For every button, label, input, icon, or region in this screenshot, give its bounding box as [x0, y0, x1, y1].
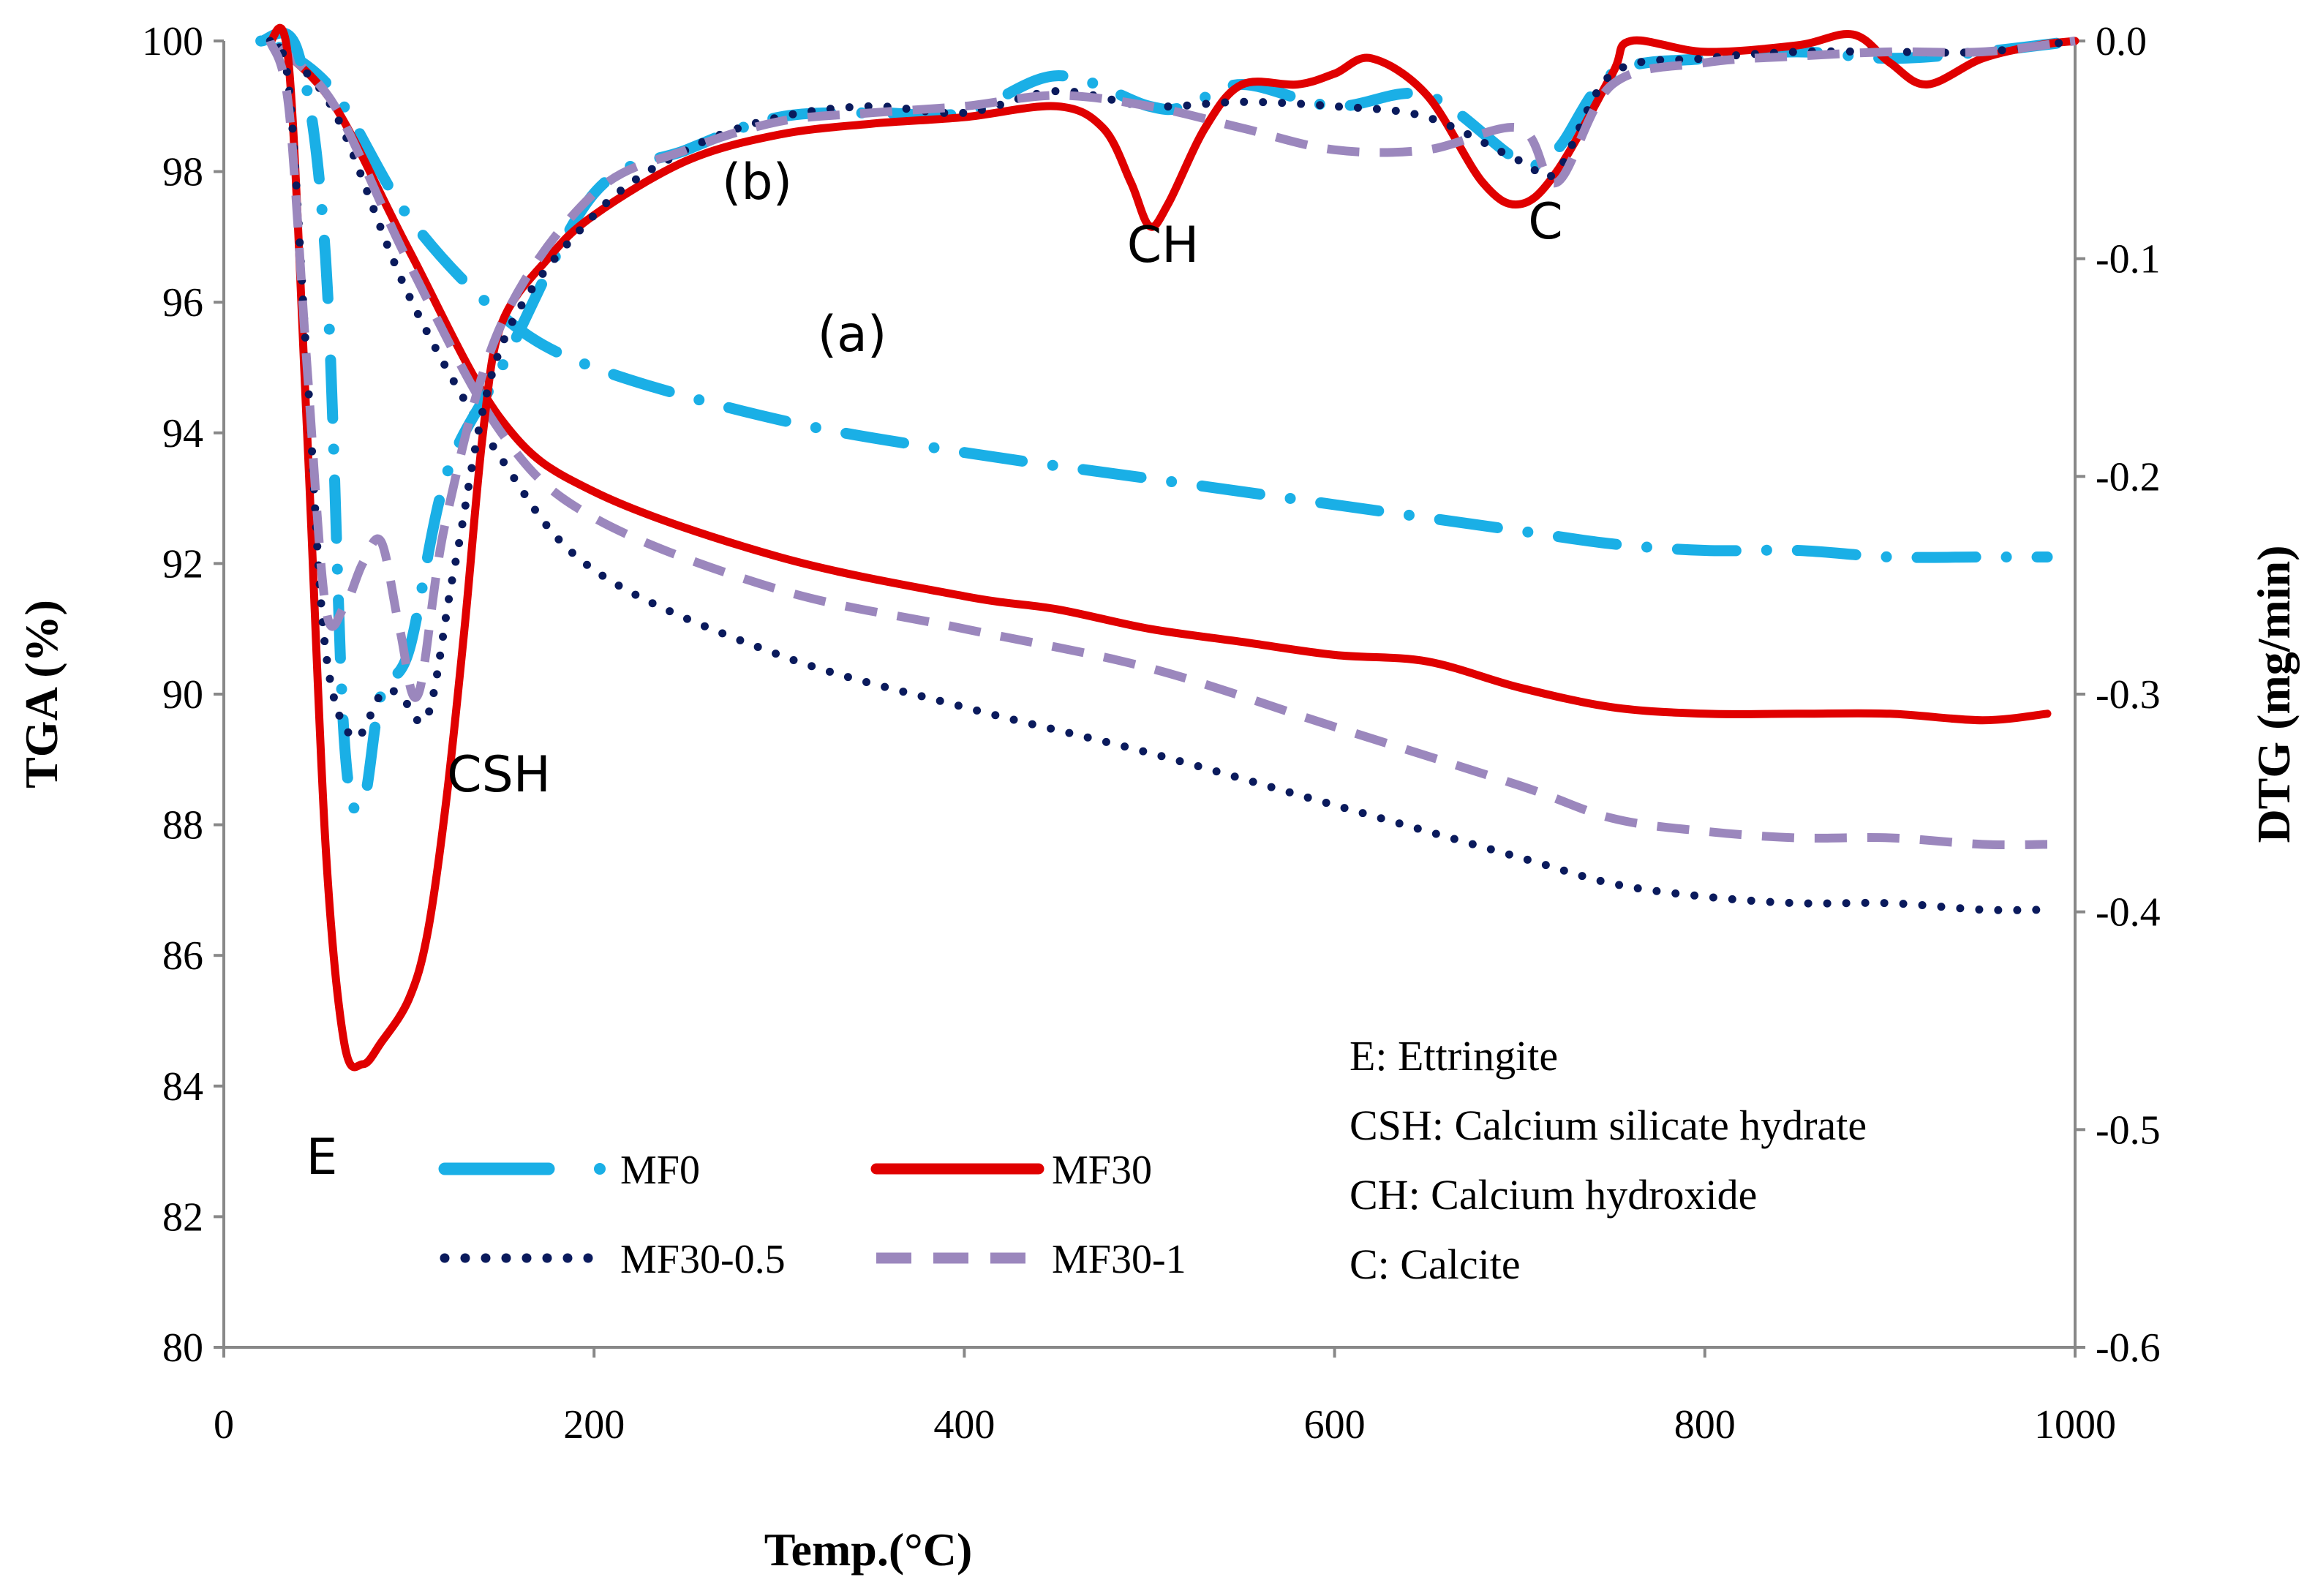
key-ettringite: E: Ettringite [1350, 1032, 1558, 1080]
annotation-csh: CSH [447, 746, 551, 804]
y-left-tick-label-82: 82 [162, 1194, 203, 1240]
series-dtg-mf30 [266, 23, 2079, 1072]
x-tick-label-0: 0 [214, 1402, 234, 1448]
key-calcite: C: Calcite [1350, 1241, 1521, 1288]
y-left-tick-label-94: 94 [162, 411, 203, 456]
legend-label-mf30: MF30 [1052, 1148, 1152, 1193]
y-right-tick-label-0-0: 0.0 [2096, 19, 2147, 64]
y-left-tick-label-100: 100 [142, 19, 203, 64]
y-left-tick-label-80: 80 [162, 1325, 203, 1371]
legend-label-mf30-1: MF30-1 [1052, 1237, 1186, 1282]
y-left-tick-label-88: 88 [162, 803, 203, 848]
x-tick-label-800: 800 [1674, 1402, 1736, 1448]
y-right-tick-label-0-2: -0.2 [2096, 454, 2161, 500]
y-left-tick-label-90: 90 [162, 672, 203, 718]
legend-label-mf30-0-5: MF30-0.5 [620, 1237, 786, 1282]
legend-label-mf0: MF0 [620, 1148, 700, 1193]
series-tga-mf30-1 [276, 44, 2048, 850]
ticks-layer: 80 82 84 86 88 90 92 94 96 98 100 0.0 -0.1 -0.2 -0.3 -0… [142, 19, 2161, 1448]
annotation-ch: CH [1127, 217, 1200, 274]
x-axis-title: Temp.(°C) [764, 1524, 973, 1576]
y-left-tick-label-96: 96 [162, 280, 203, 325]
phase-key: E: Ettringite CSH: Calcium silicate hydr… [1350, 1032, 1867, 1288]
y-right-tick-label-0-3: -0.3 [2096, 672, 2161, 718]
y-left-axis-title: TGA (%) [15, 600, 67, 788]
y-right-tick-label-0-1: -0.1 [2096, 237, 2161, 282]
legend: MF0 MF30 MF30-0.5 MF30-1 [438, 1148, 1186, 1282]
x-tick-label-600: 600 [1304, 1402, 1366, 1448]
series-dtg-mf0 [255, 27, 2081, 816]
annotation-e: E [306, 1129, 338, 1186]
key-csh: CSH: Calcium silicate hydrate [1350, 1102, 1867, 1149]
x-tick-label-200: 200 [563, 1402, 625, 1448]
x-tick-label-1000: 1000 [2034, 1402, 2116, 1448]
y-right-tick-label-0-5: -0.5 [2096, 1107, 2161, 1153]
y-right-tick-label-0-4: -0.4 [2096, 890, 2161, 936]
y-right-tick-label-0-6: -0.6 [2096, 1325, 2161, 1371]
annotation-c: C [1528, 193, 1562, 251]
annotation-b: (b) [722, 154, 792, 211]
annotation-a: (a) [818, 306, 887, 364]
key-ch: CH: Calcium hydroxide [1350, 1171, 1757, 1219]
series-dtg-mf30-0-5 [266, 37, 2079, 743]
y-right-axis-title: DTG (mg/min) [2248, 545, 2300, 843]
y-left-tick-label-86: 86 [162, 933, 203, 979]
y-left-tick-label-98: 98 [162, 150, 203, 195]
series-layer [255, 23, 2081, 1072]
y-left-tick-label-92: 92 [162, 541, 203, 587]
series-dtg-mf30-1 [266, 37, 2076, 702]
x-tick-label-400: 400 [933, 1402, 995, 1448]
legend-swatch-mf0-dot [594, 1163, 606, 1175]
y-left-tick-label-84: 84 [162, 1064, 203, 1110]
series-tga-mf0 [274, 42, 2053, 563]
series-tga-mf30 [275, 43, 2052, 725]
series-tga-mf30-0-5 [275, 43, 2052, 914]
